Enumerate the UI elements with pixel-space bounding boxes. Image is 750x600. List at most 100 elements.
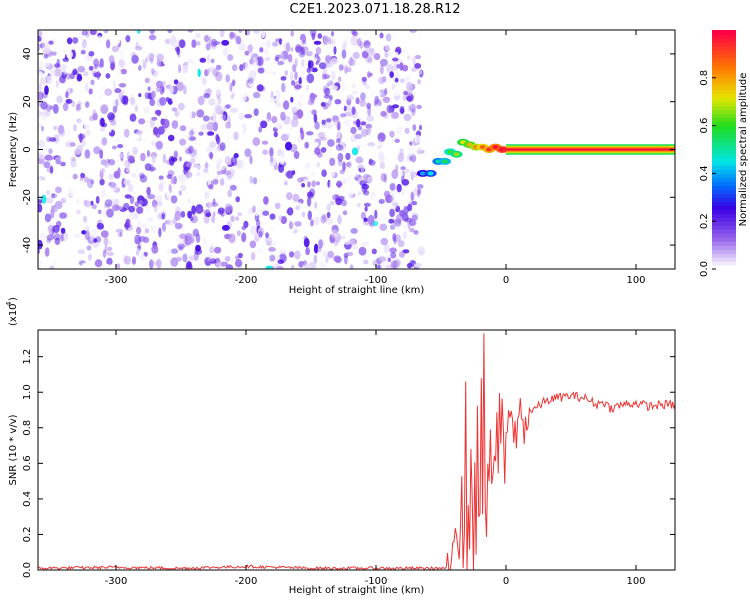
heatmap-noise-cell (277, 60, 285, 66)
heatmap-noise-cell (274, 121, 281, 129)
heatmap-noise-cell (324, 87, 331, 96)
heatmap-noise-cell (165, 97, 170, 102)
heatmap-noise-cell (351, 147, 359, 156)
heatmap-noise-cell (178, 39, 186, 49)
heatmap-noise-cell (162, 153, 166, 164)
heatmap-noise-cell (360, 92, 366, 101)
bottom-x-tick-label: 100 (626, 576, 645, 587)
heatmap-noise-cell (350, 228, 358, 234)
heatmap-noise-cell (347, 175, 351, 183)
heatmap-noise-cell (213, 89, 221, 96)
bottom-x-tick-label: -100 (365, 576, 388, 587)
heatmap-onset-core (427, 171, 434, 176)
heatmap-noise-cell (247, 44, 253, 53)
colorbar-segment (712, 157, 736, 163)
heatmap-noise-cell (382, 76, 387, 83)
heatmap-noise-cell (182, 253, 188, 263)
heatmap-noise-cell (366, 102, 371, 110)
colorbar-segment (712, 161, 736, 167)
heatmap-noise-cell (69, 73, 75, 80)
heatmap-noise-cell (49, 105, 54, 110)
colorbar-tick-label: 0.0 (699, 261, 710, 277)
heatmap-noise-cell (360, 30, 369, 35)
heatmap-noise-cell (214, 104, 222, 114)
heatmap-noise-cell (193, 127, 200, 133)
heatmap-noise-cell (103, 30, 109, 34)
heatmap-noise-cell (407, 55, 411, 60)
heatmap-noise-cell (325, 118, 332, 123)
heatmap-noise-cell (80, 140, 86, 147)
heatmap-noise-cell (126, 151, 130, 160)
heatmap-noise-cell (297, 39, 303, 45)
heatmap-noise-cell (104, 88, 113, 96)
heatmap-noise-cell (151, 155, 156, 164)
heatmap-noise-cell (195, 33, 201, 38)
heatmap-noise-cell (200, 128, 208, 139)
heatmap-noise-cell (177, 102, 185, 111)
heatmap-noise-cell (119, 49, 126, 58)
heatmap-noise-cell (46, 238, 52, 244)
heatmap-noise-cell (148, 78, 156, 88)
heatmap-noise-cell (146, 150, 150, 157)
heatmap-noise-cell (252, 177, 258, 185)
heatmap-noise-cell (403, 90, 409, 96)
heatmap-noise-cell (373, 53, 381, 61)
heatmap-noise-cell (256, 84, 264, 92)
bottom-y-tick-label: 1.0 (22, 384, 33, 400)
heatmap-noise-cell (294, 221, 302, 227)
heatmap-noise-cell (131, 256, 137, 265)
heatmap-noise-cell (343, 118, 351, 127)
heatmap-noise-cell (227, 54, 234, 61)
heatmap-noise-cell (124, 255, 131, 265)
heatmap-noise-cell (307, 98, 312, 107)
heatmap-noise-cell (241, 225, 247, 230)
heatmap-noise-cell (394, 138, 401, 143)
heatmap-noise-cell (43, 44, 51, 55)
heatmap-noise-cell (356, 203, 361, 208)
heatmap-noise-cell (197, 95, 205, 106)
heatmap-noise-cell (274, 102, 281, 107)
heatmap-noise-cell (245, 256, 250, 266)
heatmap-noise-cell (143, 107, 151, 114)
heatmap-noise-cell (266, 39, 271, 49)
heatmap-noise-cell (38, 83, 43, 92)
heatmap-noise-cell (416, 184, 424, 189)
heatmap-noise-cell (235, 126, 244, 134)
heatmap-noise-cell (315, 181, 321, 186)
heatmap-noise-cell (291, 80, 296, 86)
heatmap-noise-cell (187, 210, 193, 219)
colorbar-segment (712, 197, 736, 202)
colorbar-segment (712, 233, 736, 238)
colorbar-segment (712, 57, 736, 63)
heatmap-noise-cell (53, 125, 58, 131)
heatmap-noise-cell (380, 237, 389, 246)
heatmap-noise-cell (241, 232, 247, 243)
heatmap-noise-cell (382, 96, 391, 104)
heatmap-noise-cell (206, 88, 212, 93)
heatmap-noise-cell (349, 264, 354, 269)
heatmap-noise-cell (70, 158, 77, 168)
heatmap-noise-cell (240, 159, 245, 169)
heatmap-noise-cell (274, 202, 281, 209)
heatmap-noise-cell (402, 64, 409, 72)
heatmap-noise-cell (331, 31, 334, 37)
heatmap-noise-cell (396, 64, 401, 69)
heatmap-noise-cell (402, 95, 407, 101)
heatmap-noise-cell (91, 227, 97, 236)
heatmap-noise-cell (305, 50, 313, 57)
colorbar-segment (712, 33, 736, 39)
heatmap-noise-cell (349, 238, 357, 245)
heatmap-noise-cell (253, 108, 259, 117)
heatmap-noise-cell (213, 149, 218, 154)
heatmap-noise-cell (212, 41, 221, 46)
heatmap-noise-cell (264, 236, 273, 244)
heatmap-noise-cell (210, 58, 215, 64)
colorbar-segment (712, 37, 736, 43)
heatmap-noise-cell (341, 178, 347, 185)
heatmap-noise-cell (351, 106, 356, 115)
heatmap-noise-cell (342, 210, 348, 216)
heatmap-noise-cell (212, 198, 216, 206)
heatmap-noise-cell (111, 45, 120, 53)
heatmap-noise-cell (204, 191, 210, 200)
heatmap-noise-cell (211, 215, 216, 224)
